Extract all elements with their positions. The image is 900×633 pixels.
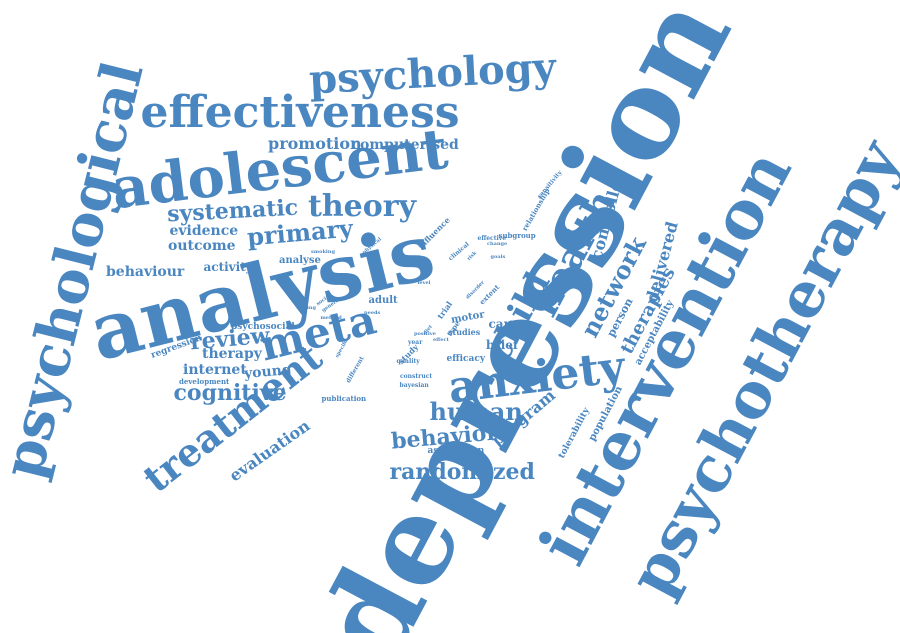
word-smoking: smoking xyxy=(311,248,335,255)
word-quality: quality xyxy=(396,358,420,365)
word-efficacy: efficacy xyxy=(446,353,486,364)
word-development: development xyxy=(179,376,230,386)
word-method: method xyxy=(320,314,342,321)
word-adult: adult xyxy=(368,295,398,306)
word-association: association xyxy=(427,445,485,456)
word-promotion: promotion xyxy=(268,134,362,153)
word-analyse: analyse xyxy=(279,255,321,266)
word-outcome: outcome xyxy=(168,238,236,254)
word-subgroup: subgroup xyxy=(498,230,536,240)
word-behaviour: behaviour xyxy=(106,264,185,280)
word-change: change xyxy=(487,240,508,247)
word-feeling: feeling xyxy=(296,304,316,311)
word-human: human xyxy=(429,397,523,426)
word-computerised: computerised xyxy=(351,137,459,153)
word-young: young xyxy=(243,361,293,383)
word-bayesian: bayesian xyxy=(399,382,429,389)
word-construct: construct xyxy=(400,373,433,380)
word-effective: effective xyxy=(477,235,507,242)
word-effect: effect xyxy=(433,336,449,343)
word-activity: activity xyxy=(203,260,253,274)
word-psychosocial: psychosocial xyxy=(231,321,295,332)
word-theory: theory xyxy=(308,189,417,224)
word-goals: goals xyxy=(490,253,506,260)
word-evidence: evidence xyxy=(169,223,239,239)
word-risk: risk xyxy=(465,249,478,262)
word-cognitive: cognitive xyxy=(173,380,287,406)
word-positive: positive xyxy=(414,330,436,337)
word-needs: needs xyxy=(364,309,381,316)
word-level: level xyxy=(417,279,431,286)
word-brief: brief xyxy=(486,338,519,352)
word-year: year xyxy=(408,339,423,346)
word-different: different xyxy=(344,355,366,385)
word-effectiveness: effectiveness xyxy=(140,87,460,138)
word-therapy: therapy xyxy=(202,346,262,362)
word-psychology: psychology xyxy=(307,43,557,104)
word-publication: publication xyxy=(321,393,367,403)
word-internet: internet xyxy=(183,362,247,378)
word-care: care xyxy=(488,317,518,331)
word-randomized: randomized xyxy=(389,459,535,485)
word-studies: studies xyxy=(448,327,481,337)
